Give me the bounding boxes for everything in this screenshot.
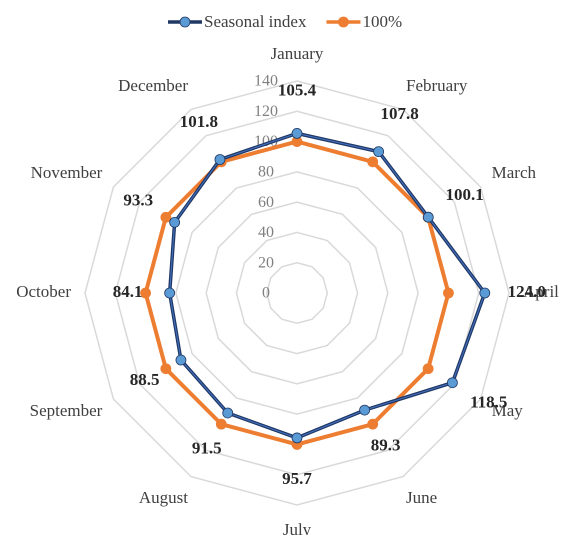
marker [215,418,227,430]
marker [422,211,434,223]
category-label: November [31,163,103,182]
r-tick-label: 140 [254,73,278,90]
value-label: 105.4 [278,80,317,99]
category-label: September [30,401,103,420]
marker [175,354,187,366]
r-tick-label: 60 [258,194,274,211]
marker [479,287,491,299]
value-label: 95.7 [282,469,312,488]
grid-ring [205,201,389,385]
category-label: December [118,76,188,95]
grid-ring [84,80,510,506]
value-label: 84.1 [113,282,143,301]
marker [160,211,172,223]
category-label: June [406,488,437,507]
marker [359,404,371,416]
r-tick-label: 20 [258,254,274,271]
value-label: 124.0 [508,282,546,301]
legend-marker [338,16,349,28]
category-label: February [406,76,468,95]
value-label: 101.8 [180,112,218,131]
value-label: 91.5 [192,438,222,457]
marker [291,127,303,139]
legend-label: Seasonal index [204,12,307,31]
marker [140,287,151,299]
marker [443,287,454,299]
category-label: March [492,163,537,182]
series-line [167,131,487,440]
value-label: 88.5 [130,370,160,389]
category-label: May [492,401,524,420]
marker [367,418,379,430]
value-label: 118.5 [470,393,507,412]
grid-ring [235,231,359,355]
value-label: 93.3 [123,190,153,209]
marker [447,377,458,389]
grid-ring [265,261,329,325]
category-label: January [271,44,324,63]
category-label: August [139,488,188,507]
marker [214,154,226,165]
r-tick-label: 40 [258,224,274,241]
r-tick-label: 120 [254,103,278,120]
marker [222,407,234,419]
marker [367,156,379,168]
grid-ring [175,171,419,415]
value-label: 100.1 [446,185,484,204]
grid-ring [114,110,480,476]
marker [164,287,176,299]
value-label: 89.3 [371,435,401,454]
r-tick-label: 0 [262,285,270,302]
marker [169,216,181,228]
r-tick-label: 80 [258,164,274,181]
category-label: October [16,282,71,301]
marker [291,432,303,444]
marker [422,363,434,375]
series-line-inner [169,132,486,439]
category-label: July [283,520,312,535]
value-label: 107.8 [380,104,418,123]
legend-label: 100% [362,12,402,31]
legend-marker [179,16,191,28]
category-label: April [523,282,559,301]
marker [373,146,385,158]
marker [160,363,172,375]
